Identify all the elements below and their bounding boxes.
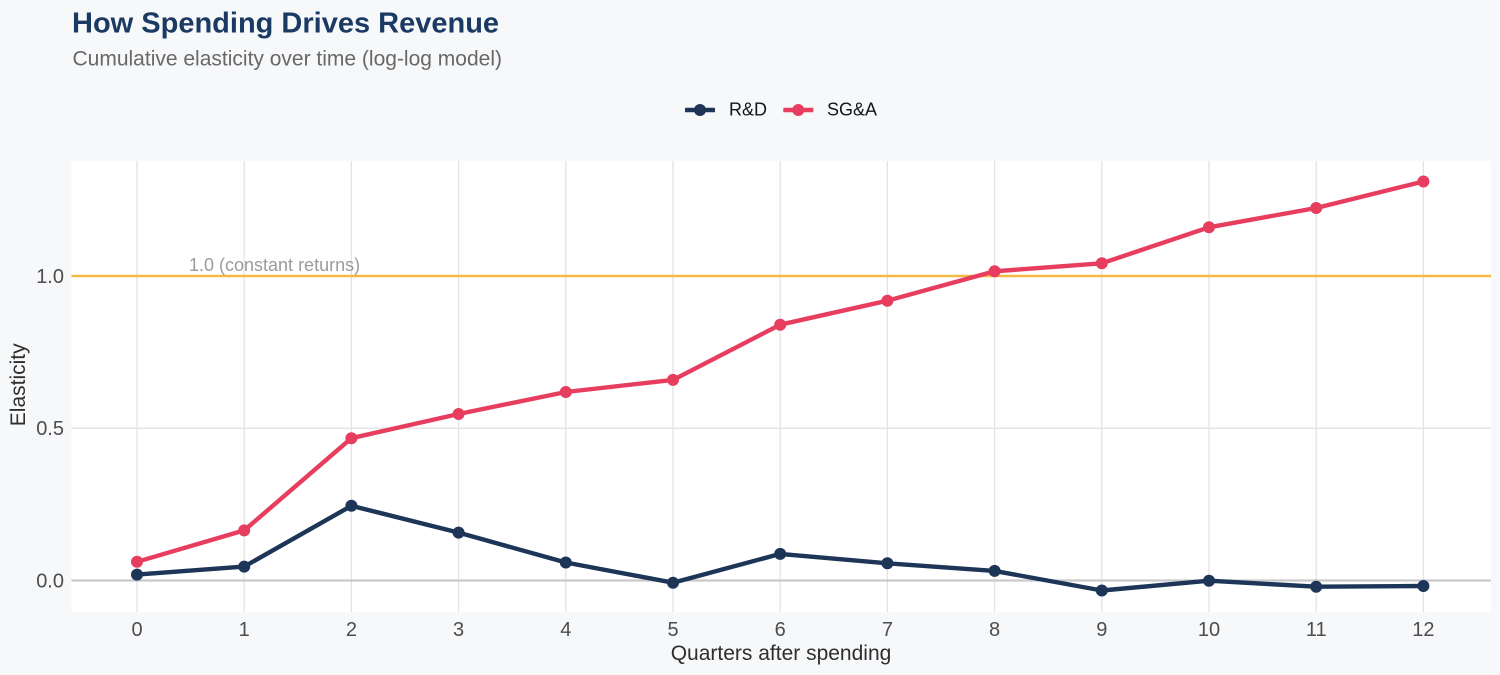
svg-text:9: 9 [1096,619,1107,641]
svg-text:3: 3 [453,619,464,641]
svg-text:11: 11 [1306,619,1327,641]
svg-text:SG&A: SG&A [827,99,877,119]
svg-text:R&D: R&D [729,99,767,119]
svg-text:5: 5 [667,619,678,641]
svg-text:1.0: 1.0 [36,266,64,288]
svg-text:0: 0 [131,619,142,641]
svg-text:Elasticity: Elasticity [7,343,30,426]
svg-text:1.0 (constant returns): 1.0 (constant returns) [189,255,360,275]
svg-text:0.5: 0.5 [36,418,64,440]
svg-text:1: 1 [239,619,250,641]
svg-text:4: 4 [560,619,571,641]
svg-text:Cumulative elasticity over tim: Cumulative elasticity over time (log-log… [73,47,503,70]
svg-text:2: 2 [346,619,357,641]
svg-text:12: 12 [1412,619,1434,641]
svg-text:7: 7 [882,619,893,641]
svg-text:How Spending Drives Revenue: How Spending Drives Revenue [72,7,499,39]
svg-text:10: 10 [1198,619,1220,641]
svg-text:Quarters after spending: Quarters after spending [671,642,892,665]
svg-text:0.0: 0.0 [36,571,64,593]
svg-text:6: 6 [775,619,786,641]
svg-text:8: 8 [989,619,1000,641]
